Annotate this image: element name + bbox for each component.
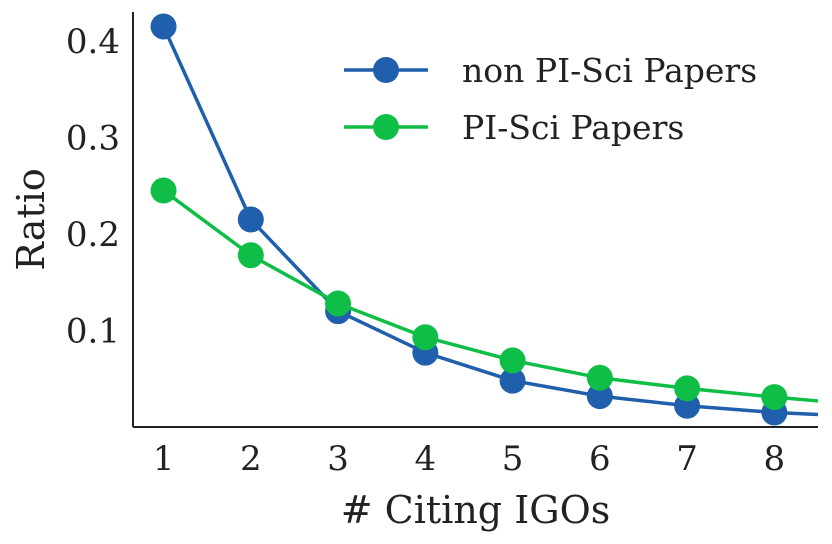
axes (132, 12, 818, 428)
legend-item: non PI-Sci Papers (344, 51, 757, 90)
y-tick-label: 0.2 (66, 215, 120, 255)
series-1 (150, 177, 819, 411)
data-point (237, 206, 264, 233)
data-point (674, 375, 701, 402)
data-point (586, 364, 613, 391)
data-point (150, 13, 177, 40)
legend-marker (373, 57, 399, 83)
legend: non PI-Sci Papers PI-Sci Papers (344, 51, 757, 147)
x-tick-label: 4 (415, 439, 437, 479)
x-tick-label: 3 (327, 439, 349, 479)
x-tick-label: 5 (502, 439, 524, 479)
y-tick-label: 0.1 (66, 311, 120, 351)
y-tick-label: 0.3 (66, 118, 120, 158)
data-point (325, 290, 352, 317)
legend-label: non PI-Sci Papers (462, 51, 757, 90)
series-layer (150, 13, 819, 426)
y-tick-labels: 0.1 0.2 0.3 0.4 (66, 22, 120, 352)
data-point (412, 324, 439, 351)
legend-marker (373, 114, 399, 140)
y-tick-label: 0.4 (66, 22, 120, 62)
data-point (499, 347, 526, 374)
y-axis-title: Ratio (9, 168, 53, 270)
legend-label: PI-Sci Papers (462, 108, 684, 147)
x-tick-label: 7 (676, 439, 698, 479)
data-point (499, 367, 526, 394)
x-axis-title: # Citing IGOs (341, 488, 610, 532)
x-tick-labels: 1 2 3 4 5 6 7 8 (153, 439, 785, 479)
legend-item: PI-Sci Papers (344, 108, 684, 147)
x-tick-label: 2 (240, 439, 262, 479)
data-point (150, 177, 177, 204)
x-tick-label: 1 (153, 439, 175, 479)
x-tick-label: 6 (589, 439, 611, 479)
data-point (761, 384, 788, 411)
data-point (586, 383, 613, 410)
x-tick-label: 8 (764, 439, 786, 479)
data-point (237, 242, 264, 269)
